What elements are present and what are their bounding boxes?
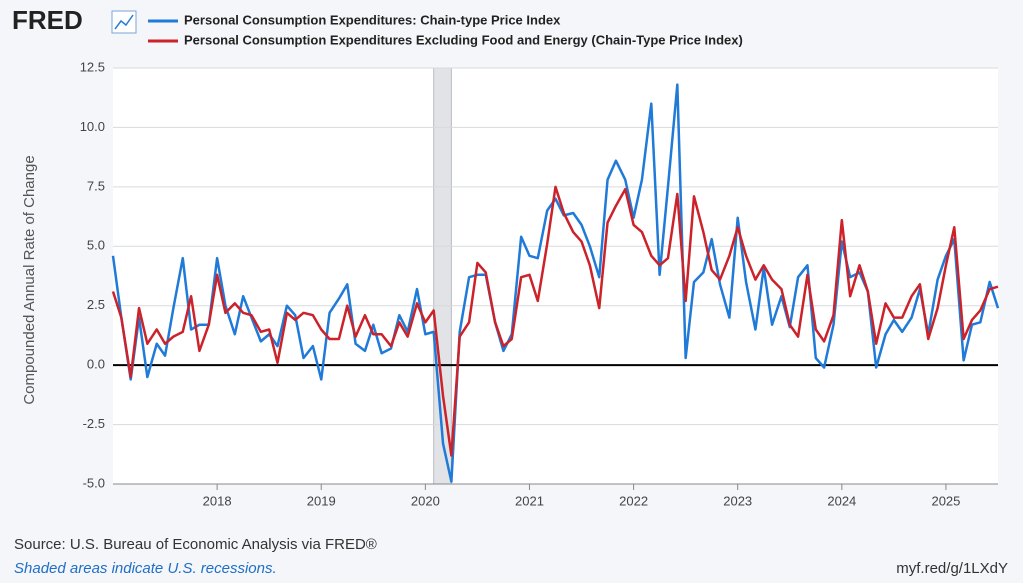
y-axis-label: Compounded Annual Rate of Change	[21, 155, 38, 404]
source: Source: U.S. Bureau of Economic Analysis…	[14, 536, 377, 553]
x-tick-label: 2019	[307, 493, 336, 508]
y-tick-label: 12.5	[80, 59, 105, 74]
y-tick-label: 2.5	[87, 297, 105, 312]
y-tick-label: 0.0	[87, 357, 105, 372]
x-tick-label: 2022	[619, 493, 648, 508]
x-tick-label: 2025	[931, 493, 960, 508]
y-tick-label: -5.0	[83, 475, 105, 490]
y-tick-label: -2.5	[83, 416, 105, 431]
series-line	[111, 83, 1000, 483]
logo-icon	[111, 10, 137, 34]
y-tick-label: 10.0	[80, 119, 105, 134]
recession-shade	[433, 67, 452, 485]
url[interactable]: myf.red/g/1LXdY	[896, 560, 1008, 577]
x-tick-label: 2024	[827, 493, 856, 508]
logo: FRED	[12, 5, 83, 35]
series-line	[111, 185, 999, 457]
legend-label: Personal Consumption Expenditures: Chain…	[184, 12, 561, 27]
legend-label: Personal Consumption Expenditures Exclud…	[184, 32, 743, 47]
plot-area	[113, 68, 998, 484]
y-tick-label: 5.0	[87, 238, 105, 253]
y-tick-label: 7.5	[87, 178, 105, 193]
note[interactable]: Shaded areas indicate U.S. recessions.	[14, 560, 277, 577]
x-tick-label: 2020	[411, 493, 440, 508]
x-tick-label: 2021	[515, 493, 544, 508]
x-tick-label: 2018	[203, 493, 232, 508]
x-tick-label: 2023	[723, 493, 752, 508]
